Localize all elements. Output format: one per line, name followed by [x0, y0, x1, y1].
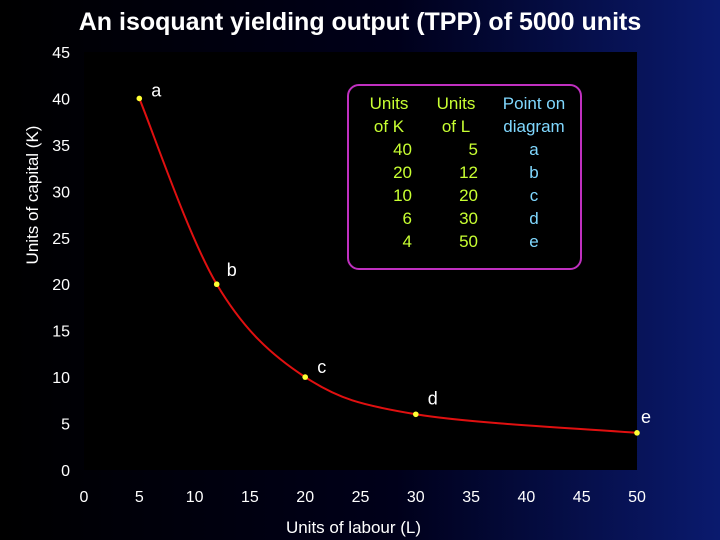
point-label: e	[641, 407, 651, 427]
table-cell: 12	[459, 163, 478, 182]
x-tick-label: 5	[135, 489, 144, 506]
x-tick-label: 30	[407, 489, 425, 506]
y-axis-ticks: 0 5 10 15 20 25 30 35 40 45	[52, 45, 70, 480]
y-tick-label: 0	[61, 463, 70, 480]
table-cell: c	[529, 186, 539, 205]
table-cell: e	[529, 232, 539, 251]
x-tick-label: 20	[296, 489, 314, 506]
table-cell: 5	[468, 140, 478, 159]
table-column-l: Units of L 5 12 20 30 50	[426, 92, 486, 253]
table-header-line: Point on	[502, 94, 566, 113]
x-axis-ticks: 0 5 10 15 20 25 30 35 40 45 50	[80, 489, 646, 506]
y-tick-label: 40	[52, 91, 70, 108]
table-cell: 10	[393, 186, 412, 205]
y-tick-label: 30	[52, 184, 70, 201]
table-cell: 6	[402, 209, 412, 228]
y-tick-label: 45	[52, 45, 70, 62]
y-axis-title: Units of capital (K)	[23, 126, 42, 265]
table-header-line: Units	[436, 94, 476, 113]
y-tick-label: 10	[52, 370, 70, 387]
table-cell: 30	[459, 209, 478, 228]
data-point	[634, 430, 640, 436]
x-tick-label: 10	[186, 489, 204, 506]
chart-title: An isoquant yielding output (TPP) of 500…	[78, 8, 642, 36]
point-label: b	[227, 260, 237, 280]
table-cell: d	[529, 209, 539, 228]
plot-area	[84, 52, 637, 470]
table-cell: 50	[459, 232, 478, 251]
point-label: a	[151, 80, 162, 100]
table-cell: 20	[459, 186, 478, 205]
table-header-line: of L	[441, 117, 471, 136]
x-tick-label: 25	[352, 489, 370, 506]
table-column-points: Point on diagram a b c d e	[490, 92, 578, 253]
y-tick-label: 35	[52, 138, 70, 155]
table-cell: a	[529, 140, 539, 159]
x-tick-label: 35	[462, 489, 480, 506]
table-header-line: Units	[369, 94, 409, 113]
data-point	[302, 374, 309, 380]
y-tick-label: 15	[52, 324, 70, 341]
table-cell: 40	[393, 140, 412, 159]
x-axis-title: Units of labour (L)	[286, 518, 421, 537]
point-label: c	[317, 357, 326, 377]
y-tick-label: 20	[52, 277, 70, 294]
data-point	[413, 411, 419, 418]
table-cell: 20	[393, 163, 412, 182]
point-label: d	[428, 388, 438, 408]
table-cell: b	[529, 163, 539, 182]
table-column-k: Units of K 40 20 10 6 4	[358, 92, 420, 253]
x-tick-label: 0	[80, 489, 89, 506]
table-header-line: of K	[373, 117, 405, 136]
y-tick-label: 25	[52, 231, 70, 248]
x-tick-label: 50	[628, 489, 646, 506]
table-cell: 4	[402, 232, 412, 251]
table-header-line: diagram	[503, 117, 565, 136]
y-tick-label: 5	[61, 417, 70, 434]
x-tick-label: 45	[573, 489, 591, 506]
x-tick-label: 40	[518, 489, 536, 506]
x-tick-label: 15	[241, 489, 259, 506]
data-point	[213, 281, 220, 288]
data-point	[136, 95, 143, 102]
data-table-box	[347, 84, 582, 270]
